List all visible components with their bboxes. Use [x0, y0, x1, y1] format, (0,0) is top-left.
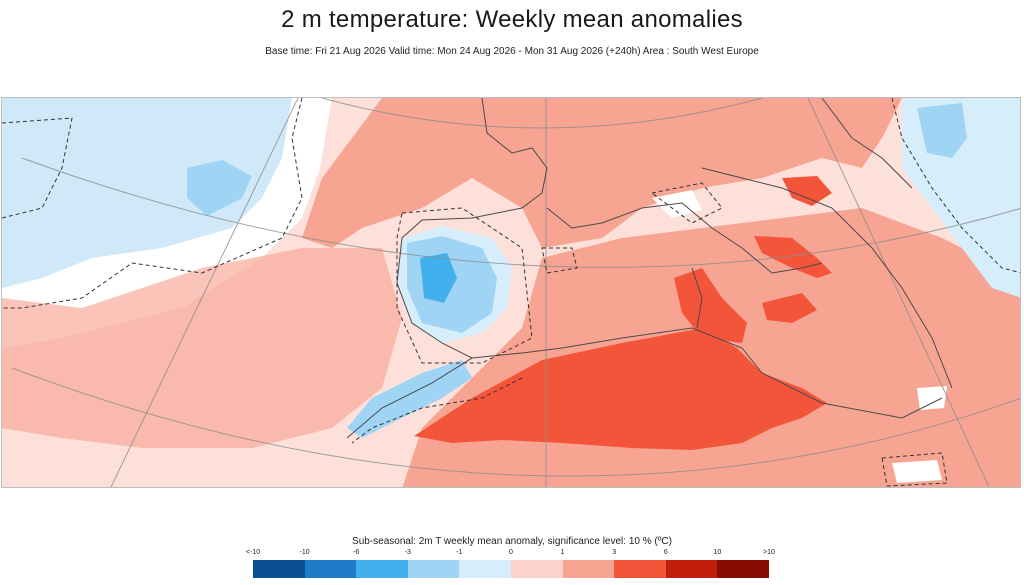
cold-core-northeast	[917, 103, 967, 158]
legend-tick: 3	[612, 549, 617, 556]
legend-tick: -3	[404, 549, 411, 556]
legend-tick: 6	[663, 549, 668, 556]
chart-subtitle: Base time: Fri 21 Aug 2026 Valid time: M…	[265, 46, 759, 57]
neutral-patch-sahara	[892, 460, 942, 483]
legend-title: Sub-seasonal: 2m T weekly mean anomaly, …	[352, 536, 672, 547]
cold-anomaly-atlantic	[2, 98, 292, 288]
significance-contours	[2, 98, 1020, 487]
legend-tick: -6	[353, 549, 360, 556]
strong-warm-anomaly-balkans	[782, 176, 832, 206]
warm-anomaly-europe	[302, 98, 902, 248]
legend-swatch	[459, 560, 511, 578]
chart-title: 2 m temperature: Weekly mean anomalies	[281, 6, 743, 33]
strong-warm-anomaly-sicily	[762, 293, 817, 323]
legend-swatch	[407, 560, 460, 578]
legend-tick: -1	[456, 549, 463, 556]
legend-tick-labels: <-10 -10 -6 -3 -1 0 1 3 6 10 >10	[246, 549, 775, 559]
coastlines	[346, 98, 953, 439]
legend-tick: 1	[560, 549, 565, 556]
legend-tick: <-10	[245, 549, 261, 556]
legend-colorbar	[253, 560, 769, 578]
strong-warm-anomaly-africa	[414, 328, 827, 450]
map-canvas	[2, 98, 1020, 487]
legend-tick: 0	[509, 549, 513, 556]
legend-tick: -10	[299, 549, 310, 556]
cold-core-atlantic	[187, 160, 252, 216]
cold-anomaly-morocco	[347, 360, 472, 438]
strong-warm-anomaly-sardinia	[674, 268, 747, 343]
legend-tick: 10	[713, 549, 722, 556]
legend-tick: >10	[763, 549, 775, 556]
legend-swatch	[510, 560, 563, 578]
warm-anomaly-atlantic-south	[2, 248, 402, 448]
neutral-patch-crete	[917, 386, 947, 410]
legend-swatch	[253, 560, 305, 578]
graticule	[11, 98, 1020, 487]
legend-swatch	[614, 560, 666, 578]
anomaly-map	[1, 97, 1021, 488]
legend-swatch	[356, 560, 408, 578]
legend-swatch	[304, 560, 357, 578]
legend-swatch	[665, 560, 718, 578]
legend-swatch	[562, 560, 615, 578]
legend-swatch	[717, 560, 769, 578]
cold-core-iberia-deep	[420, 253, 457, 303]
strong-warm-anomaly-italy	[754, 236, 832, 278]
